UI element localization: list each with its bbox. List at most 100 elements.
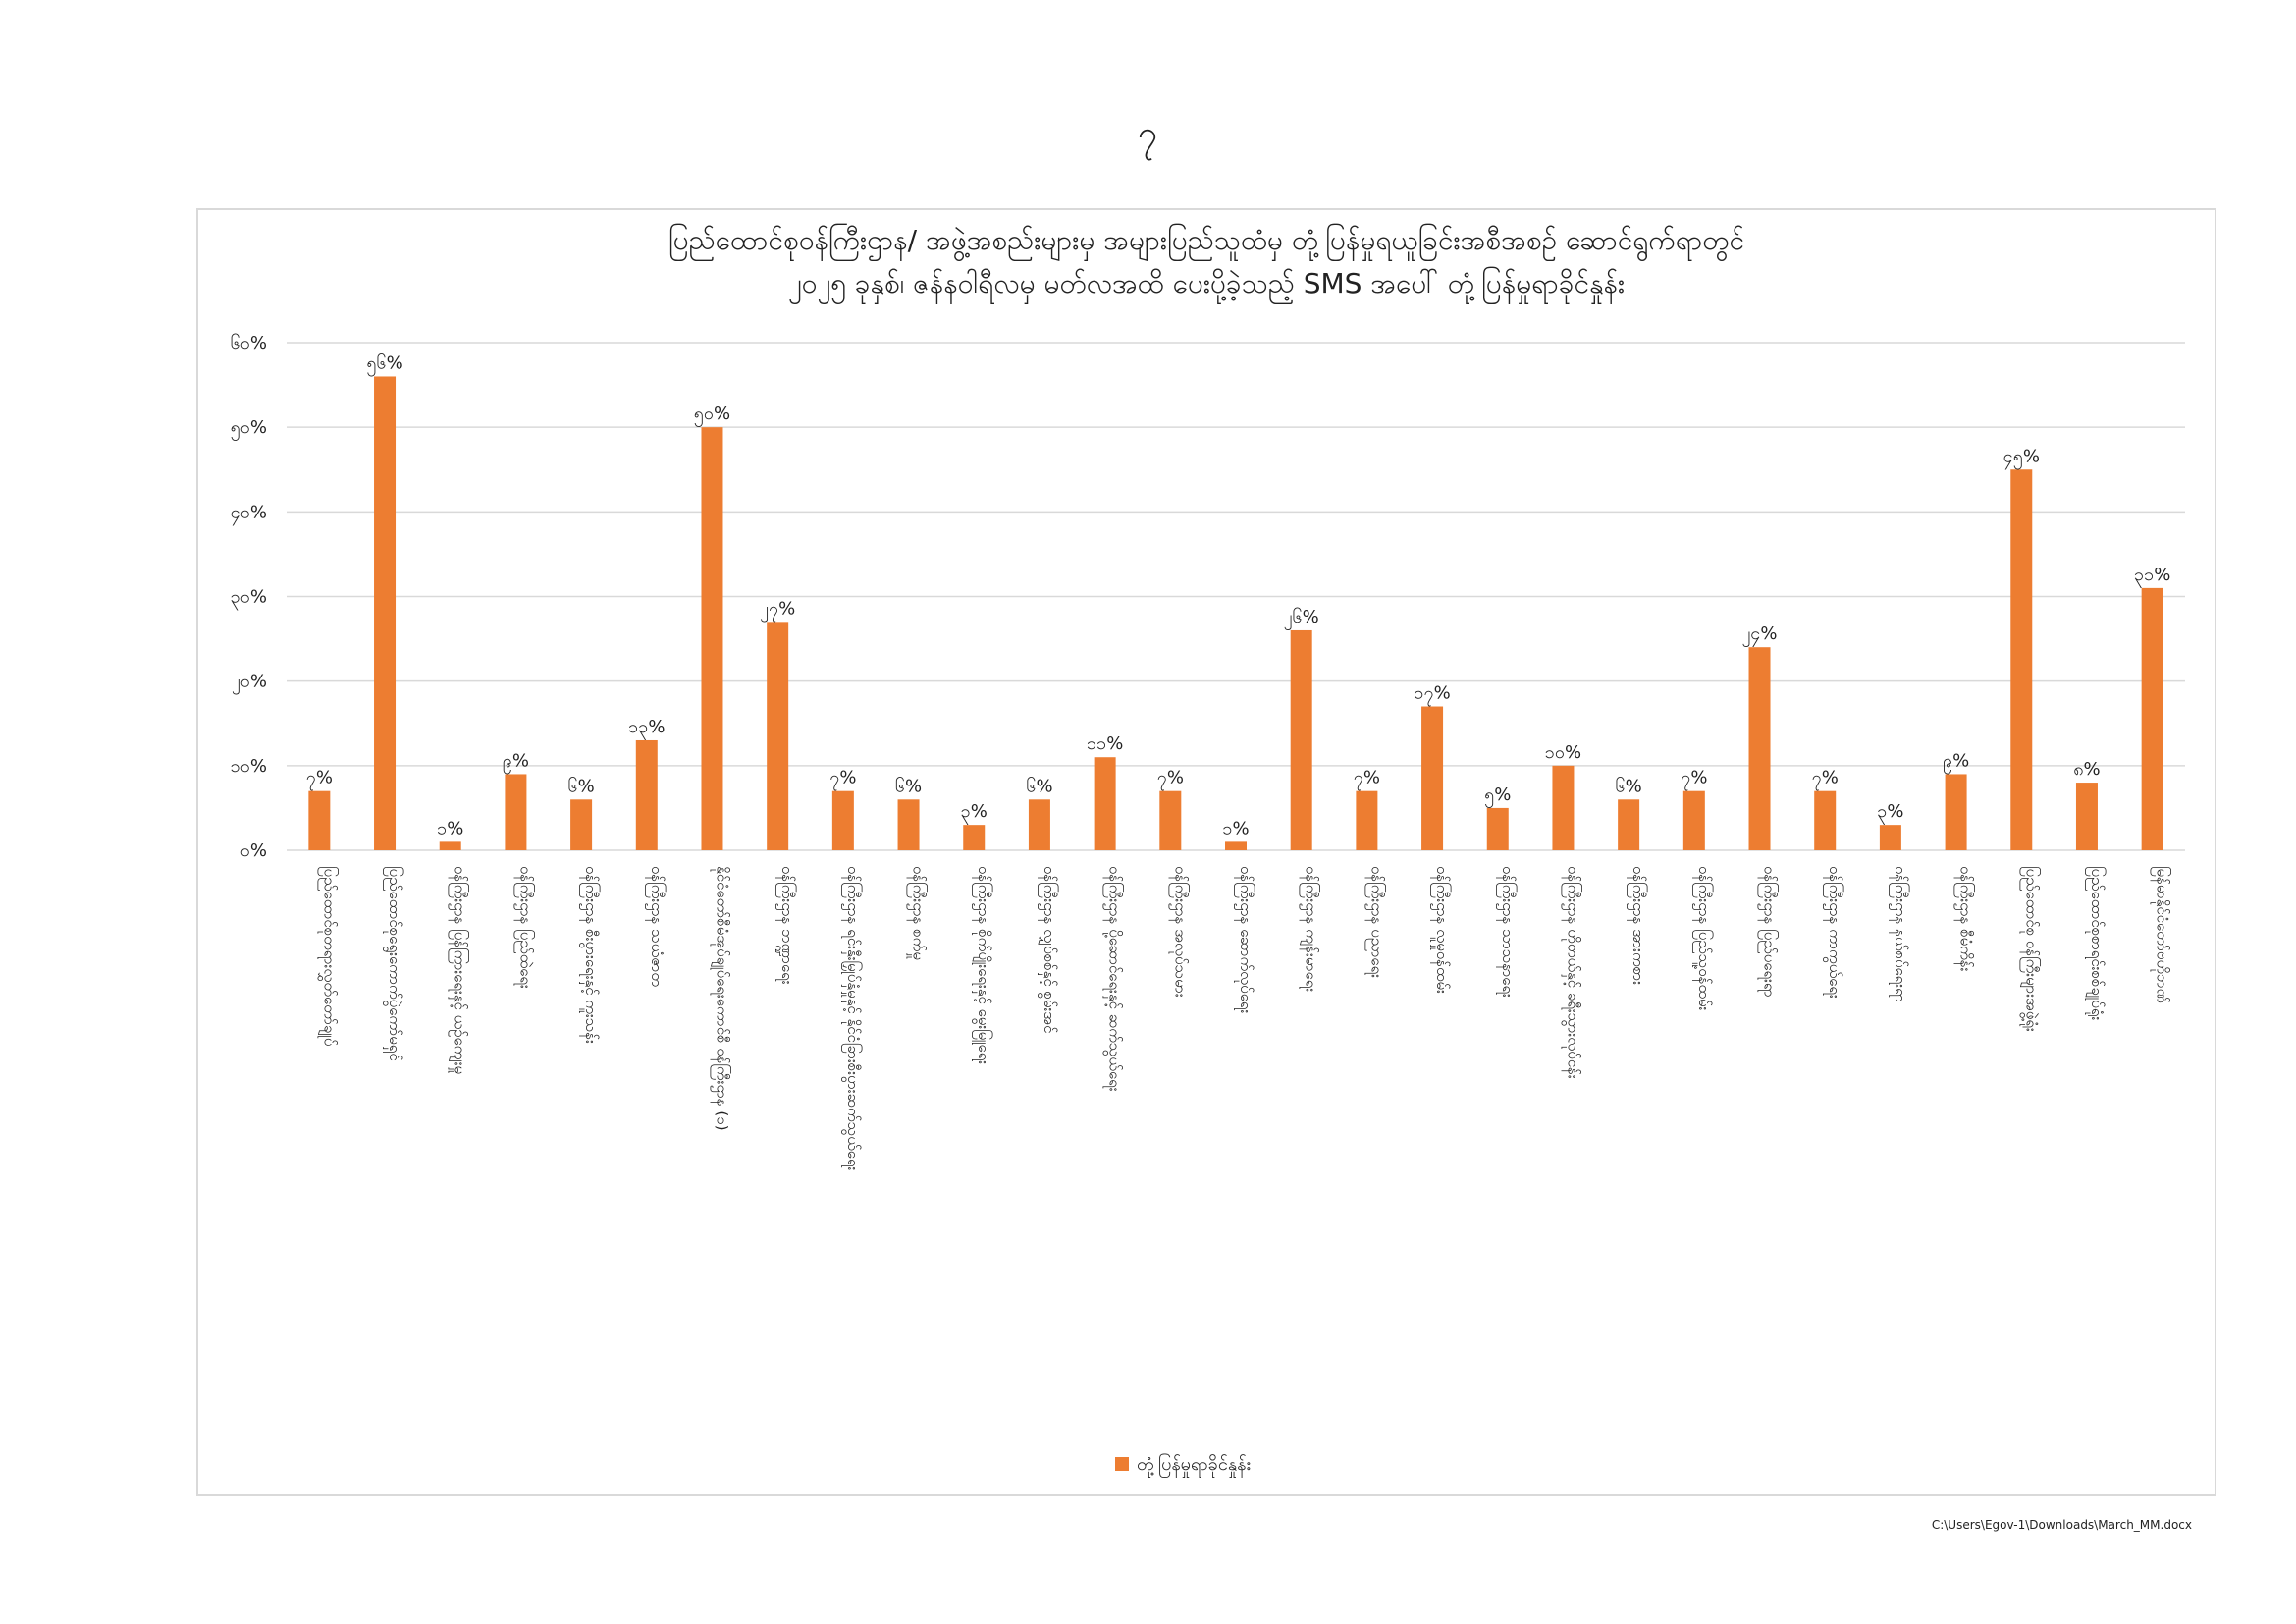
x-tick-label: ပြည်ထောင်စု ဝန်ကြီးများအဖွဲ့ရုံး (2019, 866, 2041, 1032)
bar-value-label: ၉% (1943, 750, 1969, 774)
bar-value-label: ၂၆% (1284, 607, 1319, 630)
bar-value-label: ၈% (2073, 759, 2100, 780)
bar (2010, 469, 2033, 850)
bar (1618, 799, 1640, 850)
bars (308, 376, 2163, 850)
bar (570, 799, 593, 850)
grid-lines (287, 342, 2185, 851)
x-tick-label: ပြည်ထောင်စုရွေးကောက်ပွဲကော်မရှင် (383, 866, 404, 1061)
bar (308, 790, 331, 850)
bar-value-label: ၉% (503, 750, 529, 774)
bar (1748, 647, 1771, 850)
bar-value-label: ၆% (1616, 776, 1642, 796)
bar-value-label: ၂၄% (1741, 623, 1777, 647)
bar (2075, 783, 2098, 850)
y-tick-label: ၀% (240, 840, 267, 861)
legend: တုံ့ပြန်မှုရာခိုင်နှုန်း (1115, 1453, 1251, 1478)
bar (767, 622, 789, 850)
x-tick-label: ဝန်ကြီးဌာန ဘဏ္ဍာရေး (775, 866, 797, 985)
x-axis-labels: ပြည်ထောင်စုတရားလွှတ်တော်ချုပ် ပြည်ထောင်စု… (317, 866, 2171, 1171)
bar (1682, 790, 1705, 850)
y-tick-label: ၁၀% (231, 756, 267, 777)
x-tick-label: ဝန်ကြီးဌာန စိုက်ပျိုးရေးနှင့် မွေးမြူရေး (972, 866, 993, 1064)
value-labels: ၇% ၅၆% ၁% ၉% ၆% ၁၃% ၅၀% ၂၇% ၇% ၆% ၃% ၆% ၁၁% ၇% ၁% ၂၆% ၇%… (306, 352, 2171, 839)
bar (439, 841, 461, 850)
x-tick-label: ဝန်ကြီးဌာန ကာကွယ်ရေး (1823, 866, 1844, 999)
chart-title-line-1: ပြည်ထောင်စုဝန်ကြီးဌာန/ အဖွဲ့အစည်းများမှ … (668, 222, 1744, 262)
bar (1879, 825, 1901, 850)
bar-value-label: ၇% (1157, 768, 1184, 791)
y-tick-label: ၃၀% (231, 587, 267, 611)
x-tick-label: ဝန်ကြီးဌာန ဆောက်လုပ်ရေး (1234, 866, 1255, 1013)
bar (374, 376, 397, 850)
x-tick-label: ဝန်ကြီးဌာန ပို့ဆောင်ရေးနှင့် ဆက်သွယ်ရေး (1103, 866, 1125, 1092)
bar (1159, 790, 1182, 850)
legend-label: တုံ့ပြန်မှုရာခိုင်နှုန်း (1137, 1453, 1251, 1478)
bar (1814, 790, 1837, 850)
bar-value-label: ၁၀% (1545, 742, 1581, 763)
x-tick-label: နိုင်ငံတော်စီမံအုပ်ချုပ်ရေးကောင်စီ ဝန်ကြ… (710, 866, 731, 1131)
x-tick-label: ဝန်ကြီးဌာန လျှပ်စစ်နှင့် စွမ်းအင် (1038, 866, 1059, 1033)
y-tick-label: ၅၀% (231, 417, 267, 441)
x-tick-label: ဝန်ကြီးဌာန သာသနာရေး (1496, 866, 1518, 998)
bar-value-label: ၅% (1484, 785, 1511, 808)
bar-value-label: ၆% (567, 776, 594, 796)
x-tick-label: ဝန်ကြီးဌာန ပြည်သူ့ဝန်ထမ်း (1692, 866, 1714, 1011)
x-tick-label: မြန်မာနိုင်ငံတော်ဗဟိုဘဏ် (2151, 866, 2172, 1003)
bar-value-label: ၃၁% (2134, 565, 2170, 588)
x-tick-label: ဝန်ကြီးဌာန သယံဇာတ (645, 866, 667, 987)
bar-value-label: ၁% (1222, 818, 1249, 839)
x-tick-label: ဝန်ကြီးဌာန အားကစား (1627, 866, 1648, 985)
y-tick-label: ၂၀% (232, 672, 267, 695)
bar (701, 427, 723, 850)
x-tick-label: ဝန်ကြီးဌာန နယ်စပ်ရေးရာ (1889, 866, 1910, 1002)
x-tick-label: ဝန်ကြီးဌာန လူမှုဝန်ထမ်း (1430, 866, 1452, 994)
bar (1421, 706, 1444, 850)
bar (1486, 807, 1509, 850)
x-tick-label: ပြည်ထောင်စုစာရင်းစစ်ချုပ်ရုံး (2085, 866, 2107, 1021)
bar (2141, 587, 2163, 850)
bar-value-label: ၆% (1026, 776, 1052, 796)
x-tick-label: ဝန်ကြီးဌာန အလုပ်သမား (1168, 866, 1190, 998)
y-tick-label: ၄၀% (231, 502, 267, 525)
bar (1945, 774, 1967, 850)
x-tick-label: ဝန်ကြီးဌာန ရင်းနှီးမြှုပ်နှံမှုနှင့် နို… (841, 866, 863, 1171)
bar (1552, 765, 1575, 850)
bar (505, 774, 527, 850)
bar (1094, 757, 1116, 850)
footer-file-path: C:\Users\Egov-1\Downloads\March_MM.docx (1931, 1518, 2192, 1532)
bar (635, 739, 658, 850)
bar (1356, 790, 1378, 850)
x-tick-label: ဝန်ကြီးဌာန ကျန်းမာရေး (1300, 866, 1321, 992)
bar-value-label: ၅၀% (694, 404, 730, 427)
x-tick-label: ဝန်ကြီးဌာန စီမံကိန်း (1954, 866, 1976, 972)
x-tick-label: ဝန်ကြီးဌာန ဟိုတယ်နှင့် ခရီးသွားလုပ်ငန်း (1561, 866, 1582, 1079)
bar-value-label: ၅၆% (366, 352, 402, 376)
bar-value-label: ၇% (1681, 768, 1707, 791)
bar-value-label: ၁၁% (1087, 733, 1123, 754)
bar-value-label: ၁% (437, 818, 463, 839)
bar-value-label: ၁၃% (628, 717, 665, 740)
bar (963, 825, 986, 850)
bar-value-label: ၂၇% (760, 598, 795, 622)
bar-value-label: ၄၅% (2003, 446, 2040, 469)
x-tick-label: ဝန်ကြီးဌာန စက်မှု (907, 866, 929, 960)
bar-value-label: ၇% (1354, 768, 1380, 791)
bar-value-label: ၇% (306, 768, 333, 791)
bar (831, 790, 854, 850)
x-tick-label: ဝန်ကြီးဌာန စီးပွားရေးနှင့် ကူးသန်း (579, 866, 601, 1044)
bar-value-label: ၁၇% (1414, 683, 1450, 707)
bar-value-label: ၇% (1812, 768, 1839, 791)
bar (1028, 799, 1050, 850)
x-tick-label: ပြည်ထောင်စုတရားလွှတ်တော်ချုပ် (317, 866, 339, 1046)
x-tick-label: ဝန်ကြီးဌာန ပြည်ထဲရေး (513, 866, 535, 989)
bar-chart: ပြည်ထောင်စုဝန်ကြီးဌာန/ အဖွဲ့အစည်းများမှ … (231, 222, 2185, 1478)
chart-frame: ပြည်ထောင်စုဝန်ကြီးဌာန/ အဖွဲ့အစည်းများမှ … (196, 208, 2216, 1496)
bar (1225, 841, 1247, 850)
x-tick-label: ဝန်ကြီးဌာန ပြန်ကြားရေးနှင့် ယဉ်ကျေးမှု (449, 866, 470, 1074)
x-tick-label: ဝန်ကြီးဌာန ပြည်ပရေးရာ (1758, 866, 1780, 998)
page-number: ၇ (1137, 114, 1158, 154)
bar-value-label: ၇% (829, 768, 856, 791)
y-axis-ticks: ၀% ၁၀% ၂၀% ၃၀% ၄၀% ၅၀% ၆၀% (231, 333, 267, 861)
x-tick-label: ဝန်ကြီးဌာန ပညာရေး (1364, 866, 1386, 978)
